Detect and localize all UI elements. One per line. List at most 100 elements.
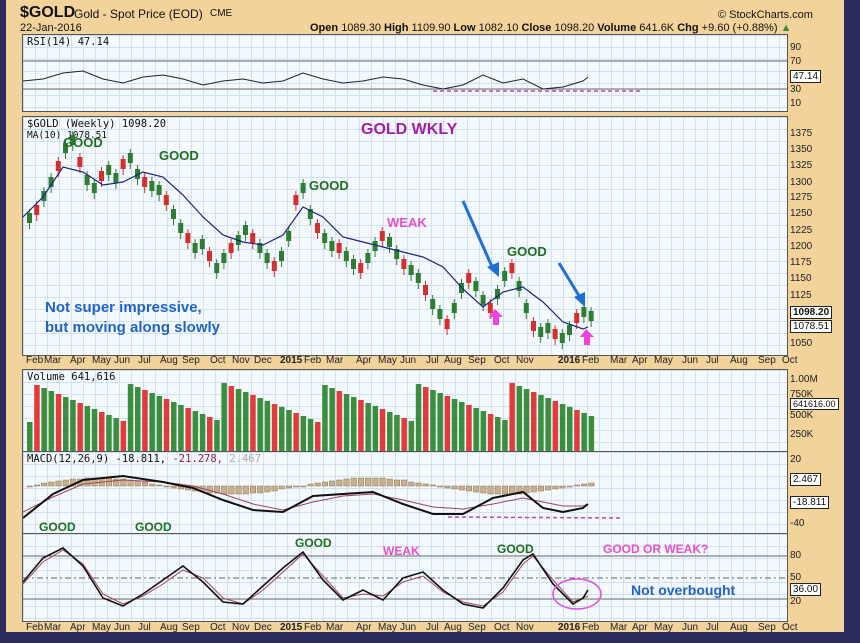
volume-tick: 500K: [790, 410, 814, 421]
good-annotation: GOOD: [309, 178, 349, 193]
price-tick: 1125: [790, 290, 812, 301]
month-label: Jun: [114, 355, 131, 366]
exchange: CME: [210, 8, 233, 19]
price-label: $GOLD (Weekly) 1098.20: [27, 118, 167, 130]
month-label: Oct: [782, 355, 798, 366]
not-overbought-annotation: Not overbought: [631, 582, 736, 598]
stoch-value-tag: 36.00: [790, 583, 822, 596]
price-tick: 1225: [790, 225, 813, 236]
month-label: Aug: [444, 355, 462, 366]
month-label: Aug: [160, 355, 178, 366]
macd-hist-tag: 2.467: [790, 473, 822, 486]
volume-plot: [27, 383, 595, 452]
high-value: 1109.90: [411, 22, 451, 34]
good-annotation: GOOD: [135, 520, 172, 534]
month-label: 2016: [558, 355, 581, 366]
month-label: Sep: [182, 622, 200, 633]
month-label: Sep: [758, 622, 776, 633]
volume-label: Volume: [597, 22, 637, 34]
month-label: Apr: [632, 355, 648, 366]
macd-tick: -40: [790, 518, 805, 529]
date: 22-Jan-2016: [20, 22, 82, 34]
rsi-plot: [23, 60, 787, 92]
month-label: Aug: [730, 355, 748, 366]
month-label: Jul: [426, 355, 439, 366]
month-label: Feb: [582, 355, 600, 366]
price-tick: 1350: [790, 144, 813, 155]
month-label: May: [92, 355, 111, 366]
symbol: $GOLD: [20, 4, 76, 21]
price-tick: 1050: [790, 338, 813, 349]
month-label: Mar: [44, 622, 62, 633]
stochastic-panel: GOOD WEAK GOOD GOOD OR WEAK? Not overbou…: [22, 533, 788, 622]
low-value: 1082.10: [478, 22, 519, 34]
rsi-tick: 30: [790, 84, 802, 95]
good-annotation: GOOD: [497, 542, 534, 556]
month-label: Apr: [356, 622, 372, 633]
instrument-name: Gold - Spot Price (EOD): [74, 7, 203, 21]
close-label: Close: [521, 22, 552, 34]
macd-value-tag: -18.811: [790, 496, 830, 509]
volume-tick: 1.00M: [790, 374, 818, 385]
chart-title-annotation: GOLD WKLY: [361, 121, 458, 138]
macd-panel: MACD(12,26,9) -18.811, -21.278, 2.467 GO…: [22, 451, 788, 535]
price-tick: 1300: [790, 177, 813, 188]
month-label: May: [92, 622, 111, 633]
month-label: May: [654, 622, 673, 633]
month-label: Oct: [494, 622, 510, 633]
month-label: Jul: [426, 622, 439, 633]
month-label: Mar: [326, 622, 344, 633]
month-label: Nov: [232, 355, 250, 366]
close-price-tag: 1098.20: [790, 306, 833, 319]
rsi-tick: 90: [790, 42, 802, 53]
histogram-value: 2.467: [229, 453, 261, 465]
month-label: Jul: [706, 355, 719, 366]
highlight-circle: [552, 578, 602, 610]
blue-arrow-icon: [461, 200, 495, 270]
volume-value: 641.6K: [639, 22, 675, 34]
month-label: May: [378, 622, 397, 633]
good-annotation: GOOD: [63, 135, 103, 150]
month-label: Aug: [444, 622, 462, 633]
month-label: Feb: [26, 355, 44, 366]
month-label: Oct: [494, 355, 510, 366]
volume-tick: 250K: [790, 429, 814, 440]
good-annotation: GOOD: [159, 148, 199, 163]
month-label: Apr: [70, 355, 86, 366]
stoch-tick: 50: [790, 572, 802, 583]
price-tick: 1200: [790, 241, 813, 252]
chg-value: +9.60 (+0.88%): [701, 22, 778, 34]
month-label: Sep: [758, 355, 776, 366]
month-label: Sep: [182, 355, 200, 366]
month-label: 2016: [558, 622, 581, 633]
macd-tick: 20: [790, 454, 802, 465]
month-label: Feb: [582, 622, 600, 633]
blue-arrow-icon: [557, 262, 583, 300]
macd-label: MACD(12,26,9) -18.811, -21.278, 2.467: [27, 453, 261, 465]
price-tick: 1175: [790, 257, 812, 268]
ma-tag: 1078.51: [790, 320, 833, 333]
stoch-tick: 20: [790, 596, 802, 607]
volume-panel: Volume 641,616: [22, 369, 788, 453]
month-label: Jul: [706, 622, 719, 633]
month-label: Feb: [304, 622, 322, 633]
price-panel: $GOLD (Weekly) 1098.20 MA(10) 1078.51 GO…: [22, 116, 788, 356]
month-label: Jul: [138, 355, 151, 366]
price-tick: 1375: [790, 128, 813, 139]
month-label: Mar: [610, 622, 628, 633]
month-label: 2015: [280, 355, 303, 366]
month-label: Dec: [254, 355, 272, 366]
volume-tick: 750K: [790, 389, 814, 400]
up-triangle-icon: ▲: [780, 22, 792, 34]
month-label: Mar: [44, 355, 62, 366]
good-annotation: GOOD: [295, 536, 332, 550]
month-label: Sep: [468, 355, 486, 366]
open-label: Open: [310, 22, 339, 34]
month-label: Oct: [210, 355, 226, 366]
price-tick: 1275: [790, 192, 813, 203]
good-annotation: GOOD: [39, 520, 76, 534]
comment-line-2: but moving along slowly: [45, 319, 221, 336]
rsi-tick: 70: [790, 56, 802, 67]
month-label: Oct: [210, 622, 226, 633]
